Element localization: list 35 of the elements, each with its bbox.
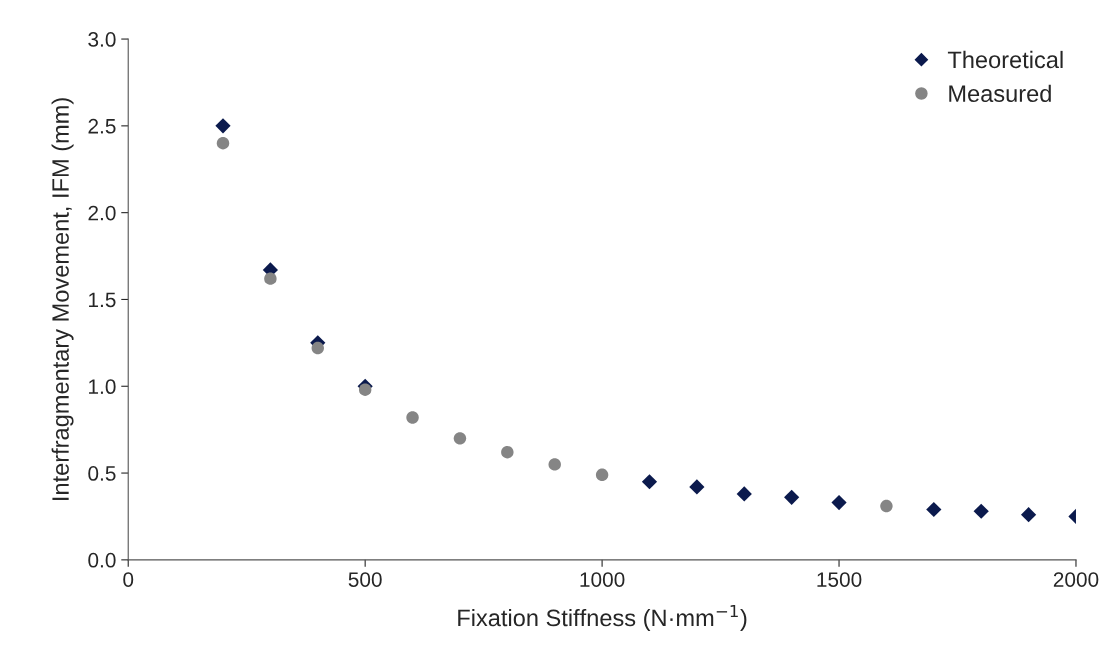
legend-label: Theoretical	[947, 50, 1063, 69]
legend-label: Measured	[949, 84, 1051, 103]
y-tick-label: 2.5	[88, 118, 116, 134]
y-tick-label: 1.0	[89, 379, 116, 395]
y-tick-label: 0.0	[88, 552, 116, 568]
point	[311, 341, 324, 355]
point	[973, 503, 989, 519]
point	[548, 458, 561, 471]
y-tick-label: 2.0	[88, 205, 116, 221]
x-tick-label: 2000	[1053, 572, 1099, 587]
y-axis-title: Interfragmentary Movement, IFM (mm)	[51, 98, 74, 500]
point	[689, 479, 705, 495]
x-tick-label: 0	[123, 572, 134, 587]
point	[784, 489, 800, 505]
point	[1020, 507, 1037, 523]
point	[216, 137, 230, 150]
point	[358, 383, 372, 396]
x-tick-label: 500	[348, 572, 382, 587]
y-tick-label: 1.5	[89, 292, 116, 308]
point	[215, 118, 231, 134]
x-tick-label: 1500	[817, 572, 862, 587]
point	[406, 411, 419, 424]
x-axis-title: Fixation Stiffness (N·mm$^{−1}$)	[458, 604, 747, 631]
y-tick-label: 3.0	[88, 32, 116, 47]
point	[926, 501, 942, 518]
point	[641, 474, 658, 490]
x-tick-label: 1000	[580, 572, 625, 587]
y-tick-label: 0.5	[88, 466, 116, 481]
point	[880, 499, 893, 513]
point	[501, 446, 514, 459]
point	[831, 494, 847, 511]
point	[595, 468, 609, 482]
point	[736, 486, 752, 502]
point	[264, 272, 277, 285]
point	[453, 432, 467, 445]
